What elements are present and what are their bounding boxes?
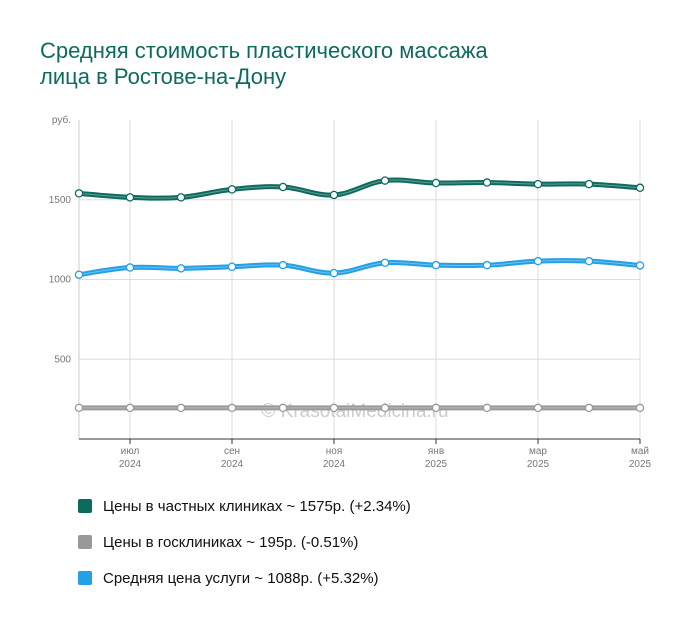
data-point-average	[74, 270, 84, 279]
axes: 500 1000 1500 руб. июл 2024 сен 2024 ноя 2024 янв 2…	[49, 114, 652, 470]
legend-item-average[interactable]: Средняя цена услуги ~ 1088р. (+5.32%)	[78, 560, 411, 596]
data-point-average	[278, 260, 288, 270]
grid	[79, 120, 641, 439]
x-tick-label-year: 2024	[323, 459, 346, 470]
legend-item-private[interactable]: Цены в частных клиниках ~ 1575р. (+2.34%…	[78, 488, 411, 524]
series-line-average	[76, 258, 643, 278]
data-point-public	[482, 403, 492, 413]
data-point-public	[74, 403, 84, 413]
series-line-highlight	[78, 260, 641, 276]
data-point-private	[329, 190, 339, 200]
x-tick-label-year: 2024	[221, 459, 244, 470]
data-point-public	[584, 403, 594, 413]
data-point-private	[533, 179, 543, 189]
chart-title-line-1: Средняя стоимость пластического массажа	[40, 38, 488, 63]
chart-title-line-2: лица в Ростове-на-Дону	[40, 64, 287, 89]
x-tick-label-month: ноя	[326, 446, 343, 457]
x-tick-label-month: мар	[529, 446, 547, 457]
legend-label: Цены в частных клиниках ~ 1575р. (+2.34%…	[103, 497, 411, 515]
data-point-private	[278, 182, 288, 192]
data-point-public	[125, 403, 135, 413]
legend-label: Средняя цена услуги ~ 1088р. (+5.32%)	[103, 569, 379, 587]
y-tick-label: 1000	[49, 275, 72, 286]
data-point-public	[635, 403, 645, 413]
data-point-average	[431, 260, 441, 270]
data-point-average	[482, 260, 492, 270]
x-tick-label-month: янв	[428, 446, 444, 457]
legend-swatch	[78, 499, 92, 513]
series-line-private	[76, 177, 643, 201]
legend-item-public[interactable]: Цены в госклиниках ~ 195р. (-0.51%)	[78, 524, 411, 560]
data-point-private	[125, 193, 135, 202]
data-point-average	[329, 268, 339, 278]
line-chart: © KrasotaiMedicina.ru 500 1000 1500 руб. июл…	[49, 114, 652, 470]
x-tick-label-year: 2025	[425, 459, 448, 470]
data-point-private	[176, 193, 186, 202]
legend: Цены в частных клиниках ~ 1575р. (+2.34%…	[78, 488, 411, 596]
y-unit-label: руб.	[52, 114, 71, 126]
data-point-public	[533, 403, 543, 413]
data-point-average	[227, 262, 237, 271]
x-tick-label-year: 2025	[527, 459, 550, 470]
data-point-public	[176, 403, 186, 413]
x-tick-label-month: май	[631, 446, 649, 457]
data-point-public	[329, 403, 339, 413]
data-point-average	[125, 263, 135, 272]
x-tick-label-month: июл	[121, 446, 140, 457]
data-point-private	[431, 178, 441, 188]
data-point-private	[74, 189, 84, 198]
data-point-public	[227, 403, 237, 413]
chart-title: Средняя стоимость пластического массажа …	[40, 38, 640, 90]
data-point-average	[635, 261, 645, 270]
data-point-private	[380, 176, 390, 185]
data-point-private	[227, 185, 237, 194]
y-tick-label: 500	[54, 354, 71, 365]
data-point-private	[635, 183, 645, 193]
series-line-highlight	[78, 179, 641, 199]
data-point-average	[584, 256, 594, 266]
data-point-private	[584, 179, 594, 189]
data-point-average	[380, 258, 390, 268]
points	[74, 176, 645, 413]
x-tick-label-month: сен	[224, 446, 240, 457]
y-tick-label: 1500	[49, 195, 72, 206]
x-tick-label-year: 2024	[119, 459, 142, 470]
data-point-average	[533, 256, 543, 266]
watermark: © KrasotaiMedicina.ru	[261, 401, 448, 422]
legend-label: Цены в госклиниках ~ 195р. (-0.51%)	[103, 533, 359, 551]
x-tick-label-year: 2025	[629, 459, 652, 470]
legend-swatch	[78, 535, 92, 549]
series	[76, 177, 643, 411]
legend-swatch	[78, 571, 92, 585]
data-point-public	[431, 403, 441, 413]
data-point-average	[176, 264, 186, 273]
data-point-private	[482, 178, 492, 187]
data-point-public	[278, 403, 288, 413]
data-point-public	[380, 403, 390, 413]
